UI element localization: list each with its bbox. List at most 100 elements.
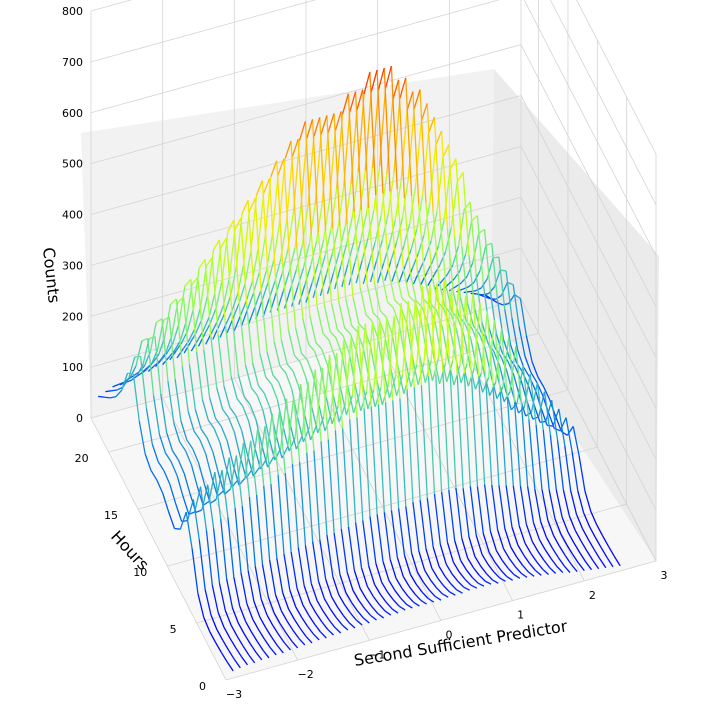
curve-segment	[259, 353, 267, 378]
y-tick-label: 20	[75, 452, 89, 465]
curve-segment	[103, 396, 110, 399]
curve-segment	[194, 409, 202, 430]
curve-segment	[442, 372, 450, 490]
curve-segment	[479, 302, 487, 382]
curve-segment	[459, 295, 467, 366]
curve-segment	[397, 508, 406, 556]
curve-segment	[354, 91, 363, 210]
curve-segment	[257, 193, 265, 251]
curve-segment	[498, 256, 506, 310]
curve-segment	[263, 393, 271, 409]
curve-segment	[456, 375, 464, 489]
curve-segment	[500, 269, 507, 272]
curve-segment	[379, 593, 387, 603]
curve-segment	[311, 541, 320, 582]
curve-segment	[465, 569, 473, 578]
curve-segment	[423, 284, 431, 363]
curve-segment	[378, 603, 386, 612]
curve-segment	[303, 585, 311, 603]
curve-segment	[152, 395, 161, 435]
curve-segment	[257, 428, 265, 486]
curve-segment	[112, 383, 119, 388]
curve-segment	[270, 160, 278, 178]
curve-segment	[367, 207, 376, 284]
curve-segment	[264, 426, 272, 484]
curve-segment	[439, 220, 447, 287]
curve-segment	[502, 339, 510, 358]
curve-segment	[440, 491, 449, 543]
curve-segment	[161, 318, 169, 382]
curve-segment	[222, 639, 230, 651]
curve-segment	[438, 565, 446, 577]
curve-segment	[373, 584, 381, 595]
curve-segment	[202, 317, 210, 332]
curve-segment	[225, 237, 234, 321]
curve-segment	[416, 572, 424, 583]
curve-segment	[454, 282, 462, 288]
curve-segment	[236, 635, 244, 647]
curve-segment	[551, 547, 559, 558]
curve-segment	[451, 246, 460, 266]
curve-segment	[240, 218, 248, 306]
curve-segment	[217, 334, 225, 387]
curve-segment	[365, 314, 373, 322]
curve-segment	[134, 355, 141, 358]
curve-segment	[481, 554, 489, 565]
curve-segment	[193, 307, 202, 330]
curve-segment	[467, 281, 475, 288]
curve-segment	[409, 299, 417, 374]
curve-segment	[500, 356, 508, 371]
curve-segment	[205, 530, 213, 586]
curve-segment	[512, 485, 520, 526]
curve-segment	[360, 567, 368, 587]
curve-segment	[229, 637, 237, 649]
curve-segment	[212, 239, 220, 251]
curve-segment	[276, 645, 284, 654]
curve-segment	[176, 349, 184, 359]
curve-segment	[601, 535, 609, 547]
curve-segment	[191, 548, 199, 594]
curve-segment	[290, 551, 298, 589]
curve-segment	[325, 578, 333, 597]
curve-segment	[543, 386, 551, 401]
curve-segment	[197, 277, 205, 350]
curve-segment	[492, 579, 499, 584]
curve-segment	[457, 208, 465, 247]
curve-segment	[564, 445, 572, 491]
z-tick-label: 500	[62, 158, 83, 171]
curve-segment	[417, 234, 425, 255]
curve-segment	[168, 316, 176, 380]
curve-segment	[309, 241, 318, 267]
curve-segment	[396, 189, 404, 268]
z-tick-label: 200	[62, 310, 83, 323]
curve-segment	[513, 402, 522, 487]
curve-segment	[177, 459, 185, 474]
curve-segment	[478, 228, 485, 234]
curve-segment	[315, 612, 323, 623]
curve-segment	[565, 417, 573, 451]
curve-segment	[518, 525, 526, 544]
curve-segment	[279, 623, 287, 634]
curve-segment	[254, 198, 262, 292]
curve-segment	[512, 284, 520, 327]
curve-segment	[310, 425, 318, 441]
curve-segment	[276, 160, 284, 264]
curve-segment	[204, 259, 212, 338]
curve-segment	[384, 610, 392, 616]
curve-segment	[349, 419, 357, 523]
curve-segment	[344, 327, 351, 335]
curve-segment	[286, 363, 294, 372]
curve-segment	[330, 352, 338, 415]
curve-segment	[260, 598, 268, 616]
y-tick-label: 10	[133, 566, 147, 579]
curve-segment	[244, 440, 252, 479]
curve-segment	[363, 408, 371, 517]
curve-segment	[244, 252, 252, 285]
curve-segment	[446, 265, 454, 276]
curve-segment	[532, 522, 540, 540]
curve-segment	[447, 278, 455, 286]
curve-segment	[208, 293, 216, 318]
curve-segment	[318, 256, 326, 278]
curve-segment	[487, 563, 495, 573]
curve-segment	[414, 593, 422, 601]
